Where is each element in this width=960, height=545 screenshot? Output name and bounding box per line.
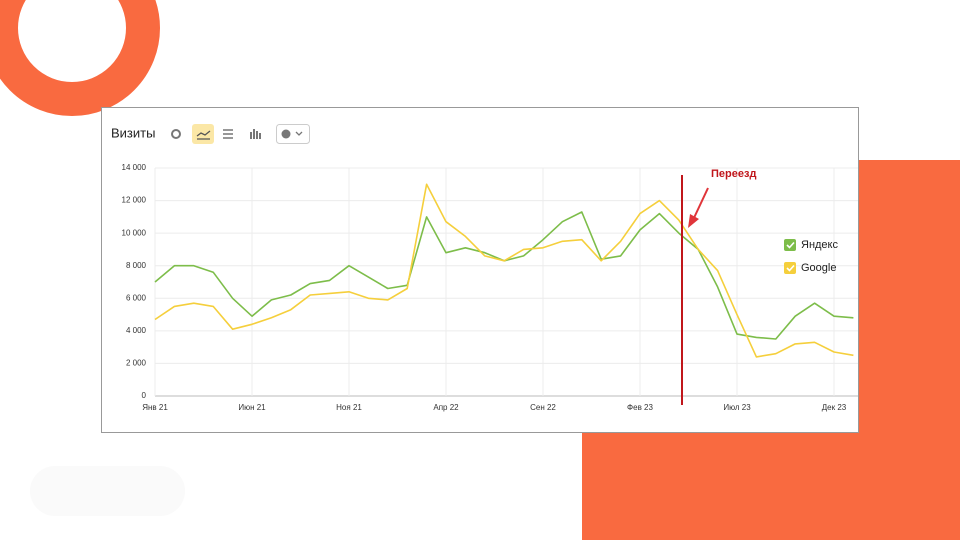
line-icon bbox=[196, 130, 211, 140]
y-tick-label: 10 000 bbox=[122, 228, 147, 237]
annotation-arrow bbox=[692, 187, 709, 221]
legend-checkbox bbox=[784, 262, 796, 274]
annotation: Переезд bbox=[711, 168, 756, 180]
y-tick-label: 0 bbox=[142, 391, 147, 400]
legend-label: Яндекс bbox=[801, 239, 838, 251]
x-tick-label: Июл 23 bbox=[723, 403, 751, 412]
legend-checkbox bbox=[784, 239, 796, 251]
legend-item[interactable]: Google bbox=[784, 262, 836, 274]
x-tick-label: Сен 22 bbox=[530, 403, 556, 412]
y-tick-label: 12 000 bbox=[122, 196, 147, 205]
x-tick-label: Фев 23 bbox=[627, 403, 653, 412]
y-tick-label: 6 000 bbox=[126, 293, 147, 302]
bar-icon[interactable] bbox=[250, 129, 261, 139]
legend-item[interactable]: Яндекс bbox=[784, 239, 838, 251]
decor-pill bbox=[30, 466, 185, 516]
y-tick-label: 8 000 bbox=[126, 261, 147, 270]
x-tick-label: Апр 22 bbox=[433, 403, 459, 412]
toolbar[interactable] bbox=[171, 124, 310, 144]
legend-check bbox=[786, 241, 795, 249]
x-tick-label: Янв 21 bbox=[142, 403, 168, 412]
area-icon[interactable] bbox=[223, 129, 233, 139]
decor-ring bbox=[0, 0, 160, 116]
x-tick-label: Июн 21 bbox=[238, 403, 266, 412]
y-tick-label: 4 000 bbox=[126, 326, 147, 335]
legend-check bbox=[786, 264, 795, 272]
annotation-arrowhead bbox=[688, 214, 699, 228]
legend-label: Google bbox=[801, 262, 836, 274]
y-tick-label: 2 000 bbox=[126, 359, 147, 368]
chart-card bbox=[101, 107, 859, 433]
series-line bbox=[154, 183, 854, 358]
plot: 0 2 000 4 000 6 000 8 000 10 000 12 000 14 000 Я… bbox=[122, 163, 858, 412]
y-tick-label: 14 000 bbox=[122, 163, 147, 172]
pie-icon[interactable] bbox=[171, 129, 181, 139]
x-tick-label: Ноя 21 bbox=[336, 403, 362, 412]
dropdown-icon bbox=[295, 131, 303, 136]
x-tick-label: Дек 23 bbox=[822, 403, 847, 412]
chart-title: Визиты bbox=[111, 125, 155, 140]
comment-icon bbox=[281, 129, 291, 139]
comment-button[interactable] bbox=[276, 124, 310, 144]
